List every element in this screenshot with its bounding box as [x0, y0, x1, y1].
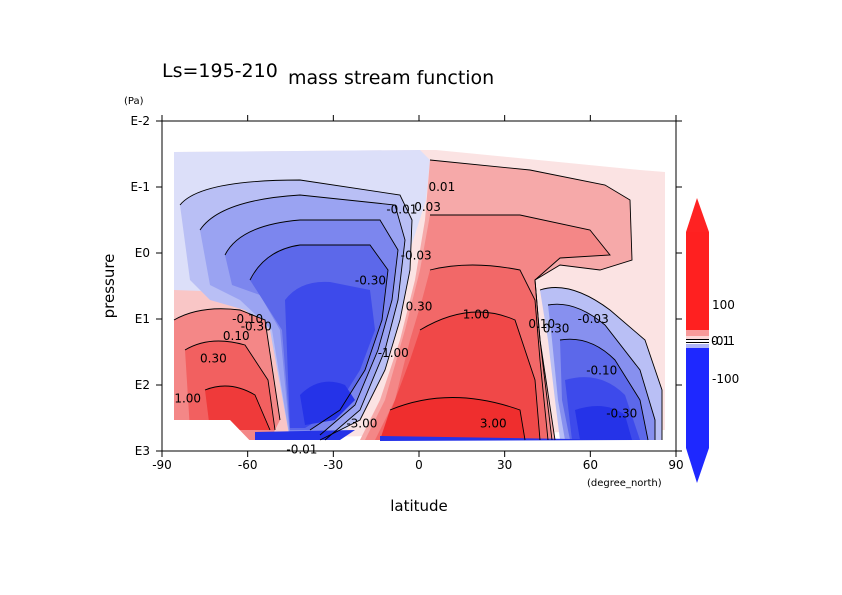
contour-label: 1.00	[174, 391, 201, 405]
colorbar	[686, 198, 709, 483]
y-tick-label: E1	[135, 312, 150, 326]
x-tick-label: -30	[324, 458, 344, 472]
contour-label: 0.10	[528, 317, 555, 331]
colorbar-faint-red-band	[686, 336, 709, 339]
contour-label: -0.03	[401, 249, 432, 263]
x-axis-label: latitude	[390, 497, 448, 515]
contour-label: 0.01	[428, 180, 455, 194]
x-tick-label: 60	[583, 458, 598, 472]
x-axis: -90 -60 -30 0 30 60 90	[152, 115, 684, 472]
contour-label: -1.00	[378, 346, 409, 360]
x-tick-label: 0	[415, 458, 423, 472]
contour-lines	[173, 159, 663, 441]
contour-label: -0.01	[286, 443, 317, 457]
contour-label: -0.03	[578, 312, 609, 326]
colorbar-label: -100	[712, 372, 739, 386]
colorbar-bottom-arrow	[686, 448, 709, 483]
contour-label: -0.10	[232, 312, 263, 326]
contour-label: -0.30	[606, 406, 637, 420]
colorbar-label-small: 0.1	[711, 334, 730, 348]
contour-label: -3.00	[346, 416, 377, 430]
y-tick-label: E2	[135, 378, 150, 392]
contour-label: 1.00	[463, 307, 490, 321]
y-tick-label: E-1	[130, 180, 150, 194]
y-tick-label: E-2	[130, 114, 150, 128]
colorbar-labels: 100 -100 0.1-0.1	[711, 298, 739, 386]
colorbar-positive-block	[686, 232, 709, 330]
contour-label: 0.10	[223, 329, 250, 343]
chart-subtitle: Ls=195-210	[162, 60, 278, 82]
contour-label: 0.30	[406, 300, 433, 314]
y-tick-label: E3	[135, 444, 150, 458]
contour-label: 0.30	[543, 322, 570, 336]
colorbar-label: 100	[712, 298, 735, 312]
colorbar-faint-blue-band	[686, 344, 709, 348]
x-axis-unit: (degree_north)	[587, 478, 662, 489]
contour-label: 0.03	[414, 200, 441, 214]
chart-title: mass stream function	[288, 67, 494, 89]
contour-field	[162, 121, 676, 451]
contour-label: 0.30	[200, 352, 227, 366]
contour-labels: 0.010.03-0.01-0.03-0.300.301.00-1.00-3.0…	[174, 180, 637, 457]
colorbar-top-arrow	[686, 198, 709, 232]
colorbar-light-red-band	[686, 330, 709, 336]
colorbar-label-small: -0.1	[712, 334, 735, 348]
colorbar-negative-block	[686, 348, 709, 448]
y-axis-unit: (Pa)	[124, 96, 144, 107]
contour-label: 3.00	[480, 416, 507, 430]
contour-label: -0.10	[586, 363, 617, 377]
contour-label: -0.30	[355, 273, 386, 287]
contour-label: -0.01	[386, 203, 417, 217]
x-tick-label: 30	[497, 458, 512, 472]
x-tick-label: -90	[152, 458, 172, 472]
y-axis: E-2 E-1 E0 E1 E2 E3	[130, 114, 682, 458]
x-tick-label: -60	[238, 458, 258, 472]
contour-label: -0.30	[241, 320, 272, 334]
x-tick-label: 90	[668, 458, 683, 472]
y-axis-label: pressure	[100, 254, 118, 319]
y-tick-label: E0	[135, 246, 150, 260]
